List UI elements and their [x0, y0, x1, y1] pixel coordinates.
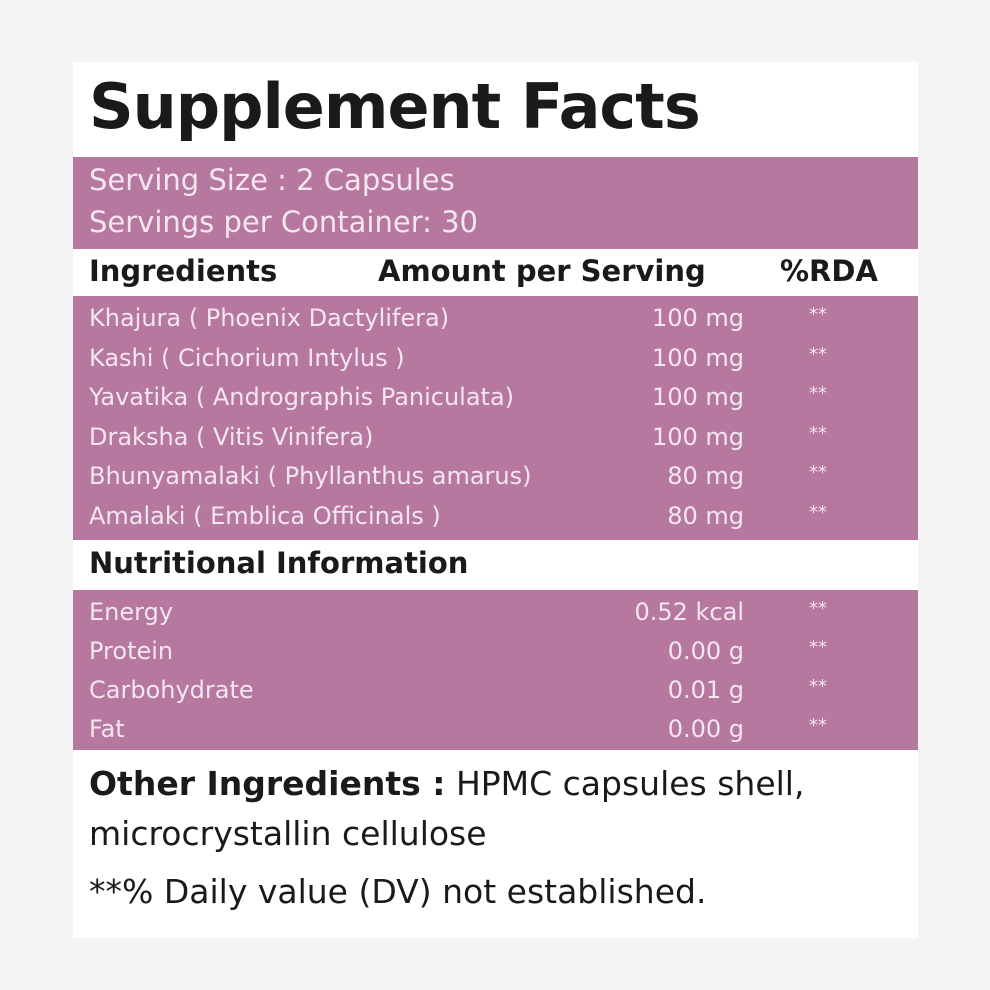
label: Other Ingredients :	[89, 764, 446, 803]
cell: Fat	[89, 715, 125, 743]
cell: Bhunyamalaki ( Phyllanthus amarus)	[89, 462, 532, 490]
row: Energy 0.52 kcal **	[89, 598, 899, 626]
row: Bhunyamalaki ( Phyllanthus amarus) 80 mg *…	[89, 462, 899, 490]
cell: **	[809, 501, 827, 523]
cell: 100 mg	[651, 422, 744, 451]
cell: **	[809, 676, 827, 697]
cell: 0.01 g	[667, 676, 744, 704]
serving: Servings per Container: 30	[89, 205, 478, 239]
header: Ingredients	[89, 254, 278, 288]
row: Amalaki ( Emblica Officinals ) 80 mg **	[89, 502, 899, 530]
title: Supplement Facts	[89, 70, 701, 143]
cell: Energy	[89, 598, 174, 626]
cell: 0.00 g	[667, 637, 744, 665]
cell: Amalaki ( Emblica Officinals )	[89, 501, 441, 530]
cell: Carbohydrate	[89, 676, 254, 704]
text: HPMC capsules shell, microcrystallin cel…	[89, 764, 805, 853]
row: Protein 0.00 g **	[89, 637, 899, 665]
cell: **	[809, 383, 827, 404]
row: Khajura ( Phoenix Dactylifera) 100 mg **	[89, 304, 899, 332]
cell: Draksha ( Vitis Vinifera)	[89, 422, 374, 451]
row: Fat 0.00 g **	[89, 715, 899, 743]
footnote: **% Daily value (DV) not established.	[89, 872, 707, 911]
row: Kashi ( Cichorium Intylus ) 100 mg **	[89, 344, 899, 372]
other-ingredients: Other Ingredients : HPMC capsules shell,…	[89, 759, 909, 859]
header: %RDA	[780, 254, 878, 288]
row: Carbohydrate 0.01 g **	[89, 676, 899, 704]
cell: 80 mg	[667, 501, 744, 530]
cell: **	[809, 304, 827, 325]
cell: Yavatika ( Andrographis Paniculata)	[89, 383, 515, 411]
header: Amount per Serving	[378, 254, 706, 288]
serving: Serving Size : 2 Capsules	[89, 163, 455, 197]
cell: 100 mg	[651, 383, 744, 411]
cell: Protein	[89, 637, 174, 665]
cell: **	[809, 598, 827, 619]
cell: **	[809, 715, 827, 736]
row: Yavatika ( Andrographis Paniculata) 100 m…	[89, 383, 899, 411]
nutrition-band: Energy 0.52 kcal ** Protein 0.00 g ** Carbohyd…	[73, 590, 918, 750]
cell: 80 mg	[667, 462, 744, 490]
row: Draksha ( Vitis Vinifera) 100 mg **	[89, 423, 899, 451]
cell: **	[809, 462, 827, 483]
cell: **	[809, 422, 827, 444]
cell: 100 mg	[651, 304, 744, 332]
cell: Khajura ( Phoenix Dactylifera)	[89, 304, 450, 332]
cell: **	[809, 637, 827, 658]
cell: **	[809, 343, 827, 365]
ingredients-band: Khajura ( Phoenix Dactylifera) 100 mg ** Ka…	[73, 296, 918, 540]
facts-card: Supplement Facts Serving Size : 2 Capsul…	[73, 62, 918, 938]
section-title: Nutritional Information	[89, 546, 469, 580]
cell: 100 mg	[651, 343, 744, 372]
serving-band: Serving Size : 2 Capsules Servings per C…	[73, 157, 918, 249]
cell: Kashi ( Cichorium Intylus )	[89, 343, 405, 372]
cell: 0.00 g	[667, 715, 744, 743]
cell: 0.52 kcal	[634, 598, 744, 626]
